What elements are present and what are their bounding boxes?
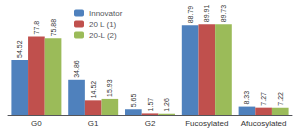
svg-text:8.33: 8.33: [243, 91, 250, 105]
svg-text:34.86: 34.86: [73, 60, 80, 78]
svg-text:54.52: 54.52: [16, 40, 23, 58]
svg-text:20-L (2): 20-L (2): [89, 31, 117, 40]
svg-text:G1: G1: [88, 119, 99, 128]
svg-text:G2: G2: [145, 119, 156, 128]
svg-text:Fucosylated: Fucosylated: [185, 119, 228, 128]
svg-text:20 L (1): 20 L (1): [89, 20, 117, 29]
svg-text:7.27: 7.27: [260, 92, 267, 106]
svg-text:5.65: 5.65: [130, 94, 137, 108]
svg-text:89.91: 89.91: [203, 5, 210, 23]
svg-text:1.57: 1.57: [147, 98, 154, 112]
svg-text:G0: G0: [31, 119, 42, 128]
svg-text:14.52: 14.52: [90, 81, 97, 99]
svg-text:88.79: 88.79: [187, 6, 194, 24]
svg-text:75.88: 75.88: [50, 19, 57, 37]
svg-text:77.8: 77.8: [33, 21, 40, 35]
svg-text:Innovator: Innovator: [89, 9, 123, 18]
svg-text:1.26: 1.26: [163, 98, 170, 112]
svg-text:7.22: 7.22: [277, 92, 284, 106]
svg-text:89.73: 89.73: [220, 5, 227, 23]
svg-text:15.93: 15.93: [106, 79, 113, 97]
svg-text:Afucosylated: Afucosylated: [241, 119, 287, 128]
